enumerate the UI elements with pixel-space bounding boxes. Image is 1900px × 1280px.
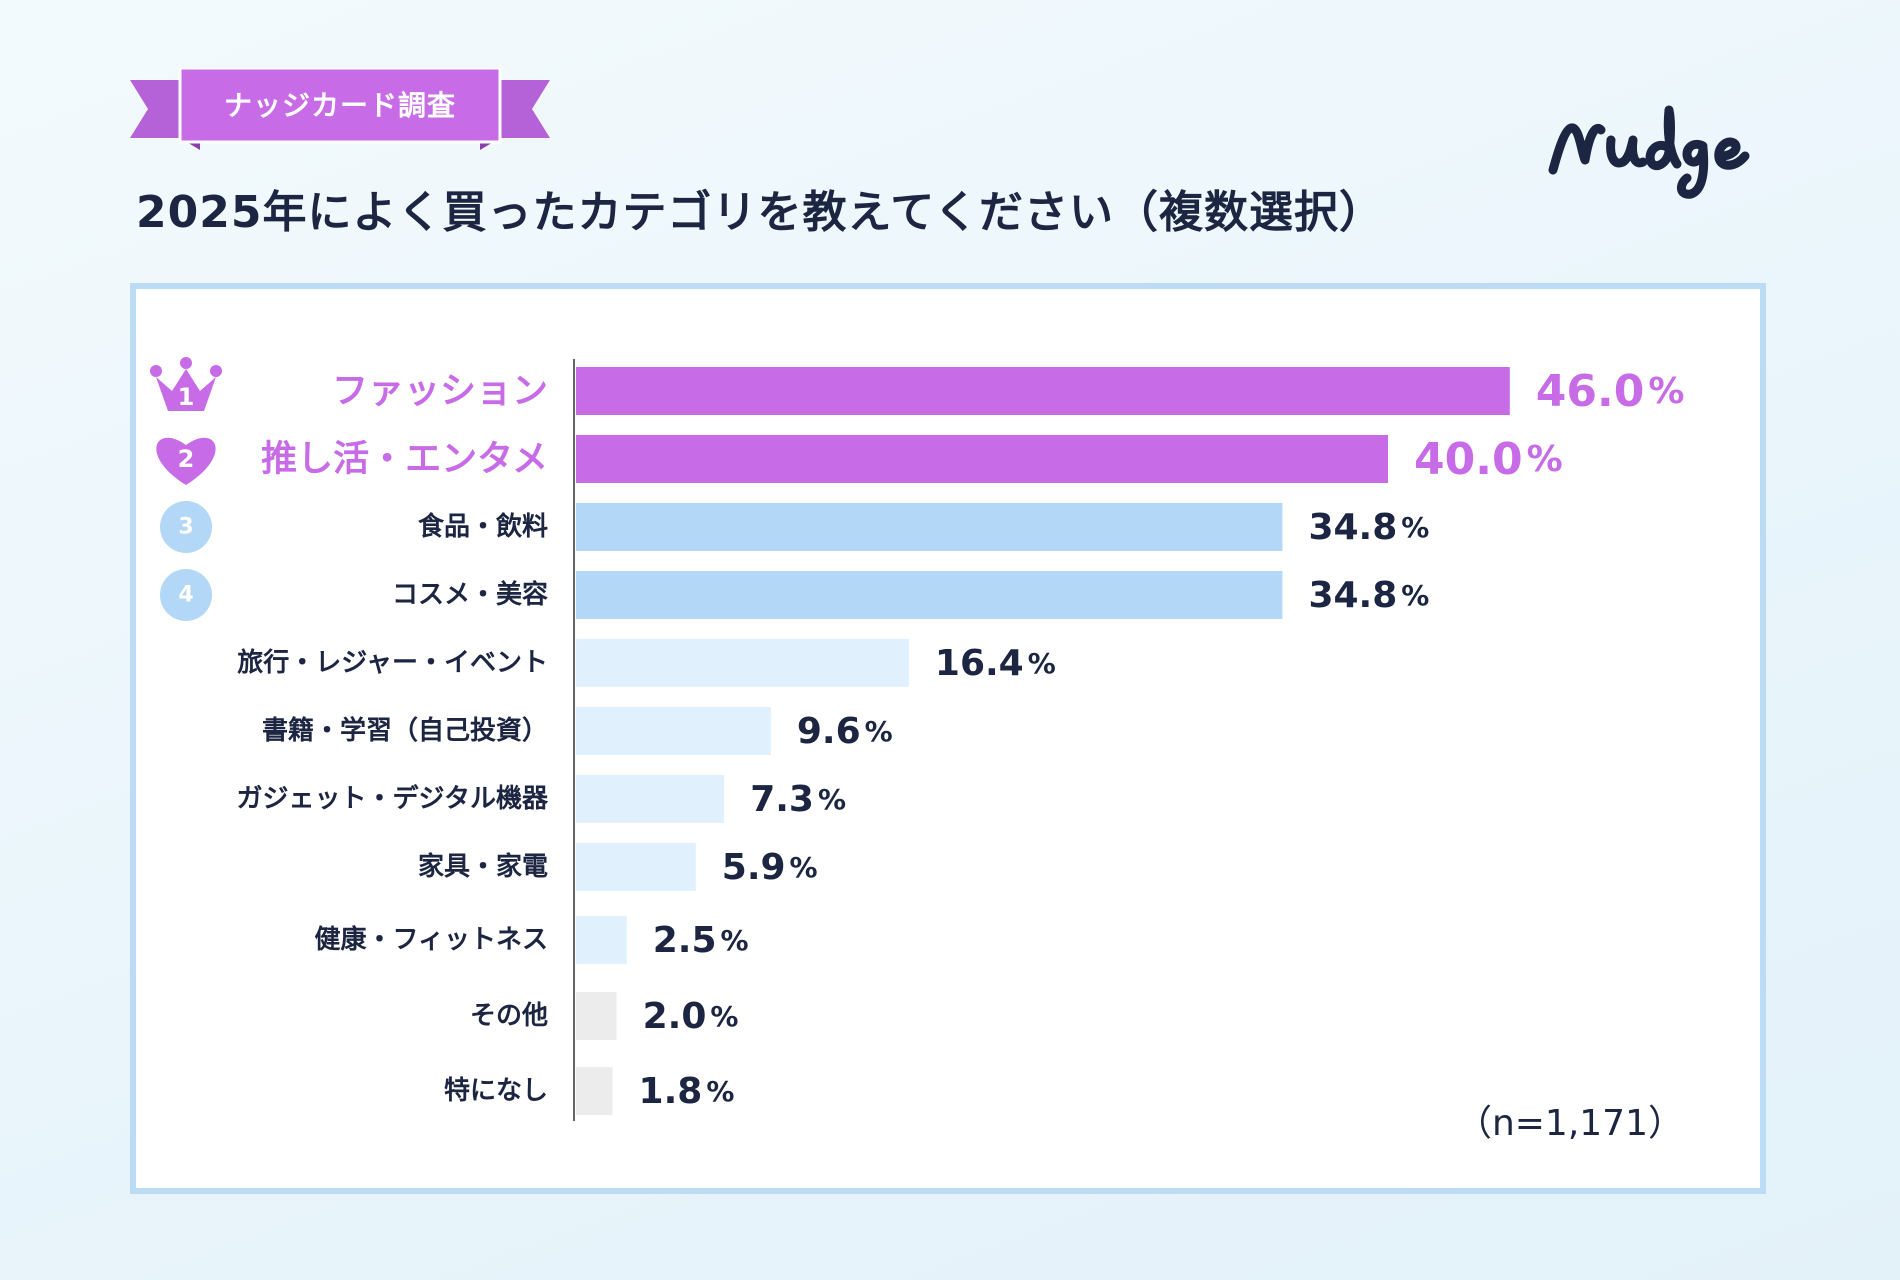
survey-ribbon: ナッジカード調査 bbox=[130, 68, 550, 150]
bar-7 bbox=[576, 775, 725, 823]
category-label-10: その他 bbox=[470, 1001, 548, 1031]
crown-icon bbox=[156, 369, 216, 411]
value-label-6: 9.6% bbox=[797, 711, 893, 752]
rank-badge-1: 1 bbox=[178, 383, 195, 411]
value-label-2: 40.0% bbox=[1414, 434, 1563, 485]
category-label-2: 推し活・エンタメ bbox=[261, 439, 548, 480]
value-label-7: 7.3% bbox=[750, 779, 846, 820]
category-label-5: 旅行・レジャー・イベント bbox=[237, 647, 548, 678]
category-label-4: コスメ・美容 bbox=[392, 579, 548, 610]
category-label-3: 食品・飲料 bbox=[418, 511, 548, 542]
bar-10 bbox=[576, 992, 617, 1040]
crown-dot-right bbox=[210, 365, 222, 377]
rank-badge-3: 3 bbox=[178, 515, 193, 540]
category-label-8: 家具・家電 bbox=[418, 851, 548, 882]
bar-5 bbox=[576, 639, 909, 687]
circle-icon bbox=[160, 501, 212, 553]
value-label-3: 34.8% bbox=[1308, 507, 1429, 548]
survey-badge-label: ナッジカード調査 bbox=[223, 89, 456, 122]
sample-size-label: （n=1,171） bbox=[1455, 1103, 1684, 1144]
bar-2 bbox=[576, 435, 1388, 483]
ribbon-shape bbox=[130, 68, 550, 150]
bar-6 bbox=[576, 707, 771, 755]
bar-3 bbox=[576, 503, 1283, 551]
nudge-logo-mark bbox=[1548, 105, 1750, 199]
value-label-8: 5.9% bbox=[722, 847, 818, 888]
value-label-10: 2.0% bbox=[643, 996, 739, 1037]
bar-9 bbox=[576, 916, 627, 964]
category-label-9: 健康・フィットネス bbox=[315, 924, 548, 955]
bar-1 bbox=[576, 367, 1510, 415]
bar-4 bbox=[576, 571, 1283, 619]
heart-icon bbox=[156, 437, 216, 485]
crown-dot-center bbox=[180, 357, 192, 369]
value-label-5: 16.4% bbox=[935, 643, 1056, 684]
category-label-7: ガジェット・デジタル機器 bbox=[237, 783, 549, 814]
rank-badge-2: 2 bbox=[178, 445, 195, 473]
rank-badge-4: 4 bbox=[178, 583, 193, 608]
bar-chart: ファッション 46.0 % 推し活・エンタメ 40.0 % 食品・飲料 34.8 % コスメ・美容… bbox=[150, 357, 1685, 1121]
value-label-9: 2.5% bbox=[653, 920, 749, 961]
category-label-11: 特になし bbox=[444, 1075, 548, 1106]
value-label-4: 34.8% bbox=[1308, 575, 1429, 616]
nudge-logo bbox=[1545, 100, 1765, 220]
page-title: 2025年によく買ったカテゴリを教えてください（複数選択） bbox=[136, 187, 1384, 238]
value-label-1: 46.0% bbox=[1536, 366, 1685, 417]
value-label-11: 1.8% bbox=[639, 1071, 735, 1112]
circle-icon bbox=[160, 569, 212, 621]
bar-11 bbox=[576, 1067, 613, 1115]
bar-8 bbox=[576, 843, 696, 891]
category-label-1: ファッション bbox=[332, 371, 548, 412]
category-label-6: 書籍・学習（自己投資） bbox=[262, 715, 548, 746]
crown-dot-left bbox=[150, 365, 162, 377]
chart-card: ファッション 46.0% 推し活・エンタメ 40.0% 食品・飲料 34.8% コスメ・美容… bbox=[130, 283, 1766, 1194]
